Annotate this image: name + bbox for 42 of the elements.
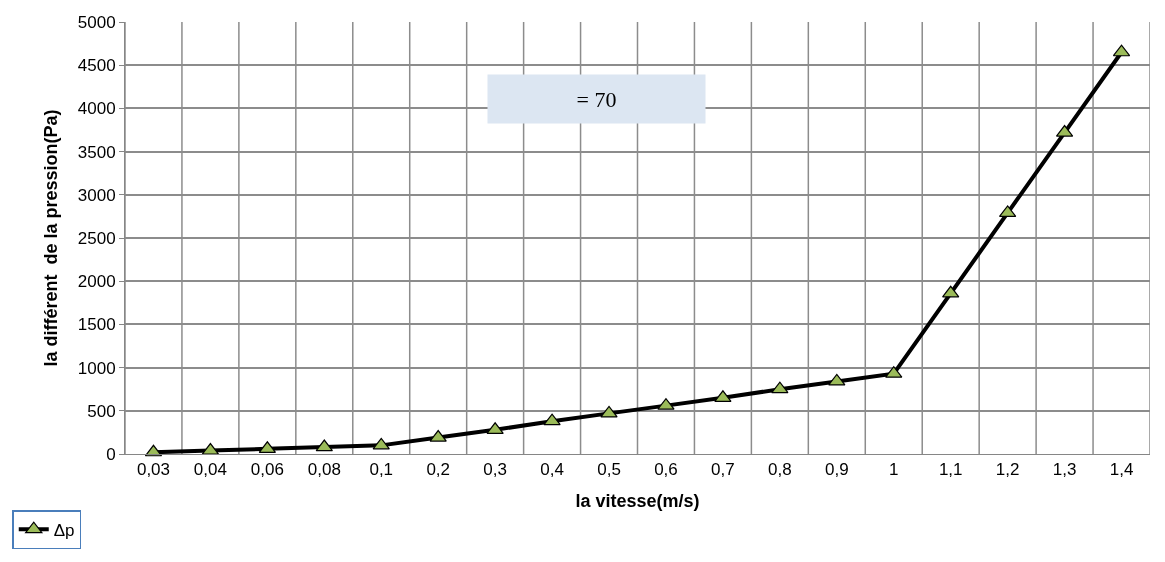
x-tick-label: 0,08 (307, 460, 341, 480)
x-tick-label: 0,3 (483, 460, 507, 480)
y-tick-label: 1500 (77, 315, 116, 335)
y-tick-label: 3500 (77, 142, 116, 162)
point (372, 437, 390, 450)
y-tick-label: 4000 (77, 99, 116, 119)
y-tick-label: 1000 (77, 358, 116, 378)
point (942, 285, 960, 298)
point (828, 373, 846, 386)
point (543, 413, 561, 426)
x-tick-label: 1,3 (1052, 460, 1077, 480)
x-tick-label: 0,8 (768, 460, 792, 480)
x-tick-label: 0,2 (426, 460, 451, 480)
x-tick-label: 0,9 (824, 460, 849, 480)
y-tick-label: 4500 (77, 56, 116, 76)
point (429, 429, 447, 442)
x-tick-label: 0,04 (193, 460, 227, 480)
y-tick-label: 3000 (77, 185, 116, 205)
x-tick-label: 0,7 (711, 460, 735, 480)
x-tick-label: 1,2 (995, 460, 1020, 480)
y-tick-label: 5000 (77, 12, 116, 32)
x-tick-label: 0,03 (136, 460, 171, 480)
point (771, 381, 789, 394)
y-tick-label: 2500 (77, 228, 116, 248)
y-tick-label: 2000 (77, 272, 116, 292)
x-tick-label: 0,5 (597, 460, 621, 480)
picture-textbox: = 70 (487, 74, 706, 124)
x-tick-label: 0,1 (369, 460, 394, 480)
point (315, 439, 333, 452)
x-tick-label: 0,4 (540, 460, 564, 480)
x-tick-label: 1,4 (1109, 460, 1134, 480)
x-tick-label: 0,6 (654, 460, 678, 480)
x-tick-label: 0,06 (250, 460, 284, 480)
y-axis-title: la différent de la pression(Pa) (40, 109, 61, 367)
annotation: = 70 (576, 86, 617, 112)
x-tick-label: 1 (889, 460, 899, 480)
x-tick-label: 1,1 (938, 460, 963, 480)
y-tick-label: 0 (106, 444, 116, 464)
y-tick-label: 500 (87, 401, 116, 421)
legend-label: Δp (53, 520, 75, 540)
point (600, 405, 618, 418)
x-axis-title: la vitesse(m/s) (575, 490, 700, 511)
